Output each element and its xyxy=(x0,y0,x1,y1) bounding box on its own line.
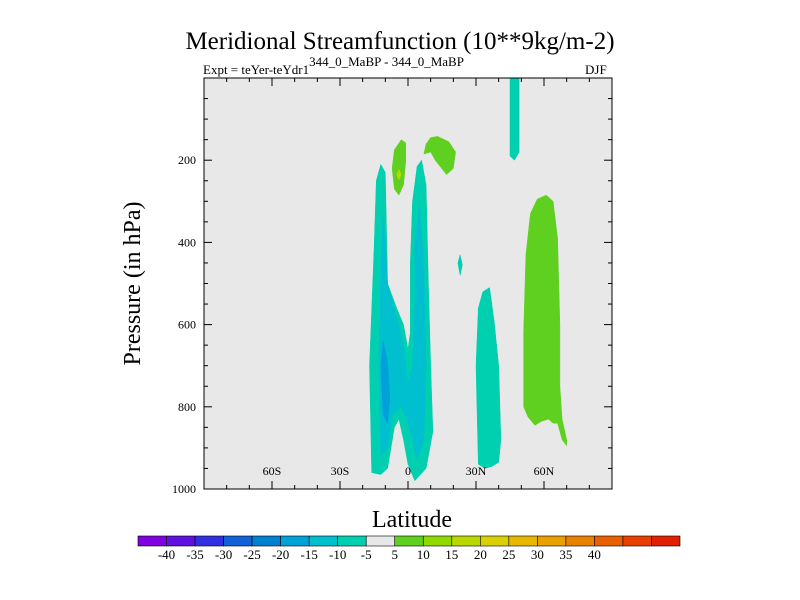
colorbar-swatch xyxy=(422,535,453,547)
colorbar-swatch xyxy=(537,535,567,547)
colorbar-label: -40 xyxy=(158,547,175,562)
contour-upper-green-left xyxy=(391,139,406,196)
colorbar-label: -20 xyxy=(272,547,289,562)
experiment-superscript: 344_0_MaBP - 344_0_MaBP xyxy=(309,54,464,69)
colorbar-swatch xyxy=(651,535,681,547)
colorbar-swatch xyxy=(166,535,196,547)
y-tick-label: 1000 xyxy=(172,482,196,496)
y-tick-label: 200 xyxy=(178,153,196,167)
contour-upper-green-right xyxy=(423,136,456,175)
colorbar-swatch xyxy=(337,535,367,547)
colorbar-label: 40 xyxy=(588,547,601,562)
contour-sh-core-blue xyxy=(380,340,391,424)
colorbar-label: 25 xyxy=(502,547,515,562)
y-tick-label: 600 xyxy=(178,318,196,332)
colorbar-swatch xyxy=(508,535,538,547)
colorbar-label: -5 xyxy=(361,547,372,562)
experiment-text: Expt = teYer-teYdr1 xyxy=(203,62,310,77)
colorbar-swatch xyxy=(565,535,595,547)
colorbar-swatch xyxy=(594,535,624,547)
colorbar-label: -35 xyxy=(186,547,203,562)
y-tick-label: 800 xyxy=(178,400,196,414)
colorbar-swatch xyxy=(280,535,310,547)
colorbar-label: 20 xyxy=(474,547,487,562)
colorbar-swatch xyxy=(622,535,652,547)
x-tick-label: 60N xyxy=(534,464,555,478)
colorbar-label: 5 xyxy=(391,547,398,562)
colorbar-swatch xyxy=(308,535,338,547)
contour-upper-jet-strip xyxy=(509,78,520,161)
experiment-label: Expt = teYer-teYdr1344_0_MaBP - 344_0_Ma… xyxy=(203,54,464,78)
contour-nh-tropical-column xyxy=(475,287,502,469)
colorbar-label: -25 xyxy=(243,547,260,562)
colorbar-swatch xyxy=(137,535,167,547)
x-tick-label: 0 xyxy=(405,464,411,478)
contour-small-blob xyxy=(457,254,463,276)
contour-yellow-speck xyxy=(396,168,402,181)
colorbar-swatch xyxy=(394,535,424,547)
x-tick-label: 60S xyxy=(263,464,282,478)
x-tick-label: 30N xyxy=(466,464,487,478)
colorbar-label: 15 xyxy=(445,547,458,562)
colorbar-swatch xyxy=(251,535,281,547)
y-axis-title: Pressure (in hPa) xyxy=(120,202,146,366)
colorbar-swatch xyxy=(451,535,481,547)
colorbar-swatch xyxy=(194,535,224,547)
colorbar-label: 10 xyxy=(417,547,430,562)
colorbar-label: 35 xyxy=(559,547,572,562)
colorbar-label: 30 xyxy=(531,547,544,562)
colorbar-label: -30 xyxy=(215,547,232,562)
x-axis-title: Latitude xyxy=(372,507,452,533)
colorbar-label: -10 xyxy=(329,547,346,562)
contour-layer xyxy=(369,78,567,482)
colorbar-label: -15 xyxy=(300,547,317,562)
chart-title: Meridional Streamfunction (10**9kg/m-2) xyxy=(185,28,615,55)
colorbar-swatch xyxy=(223,535,253,547)
y-tick-label: 400 xyxy=(178,235,196,249)
contour-nh-highlat-cell xyxy=(523,194,567,447)
x-tick-label: 30S xyxy=(331,464,350,478)
colorbar-swatch xyxy=(480,535,510,547)
colorbar-swatch xyxy=(365,535,396,547)
contour-sh-inner-cell xyxy=(378,205,427,461)
season-label: DJF xyxy=(585,62,607,77)
